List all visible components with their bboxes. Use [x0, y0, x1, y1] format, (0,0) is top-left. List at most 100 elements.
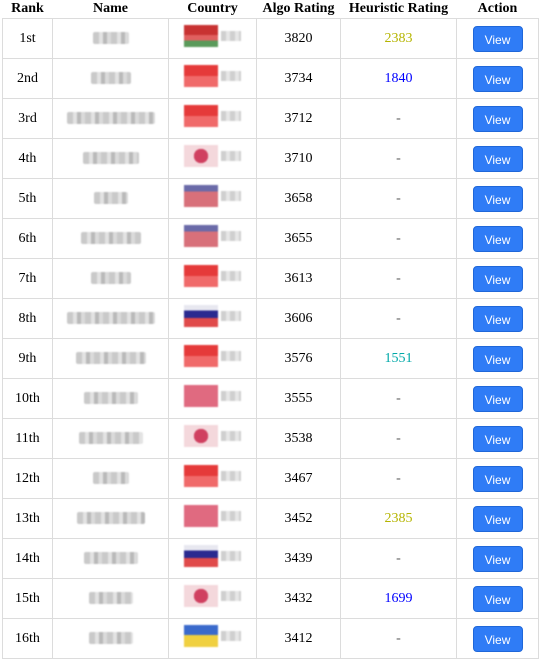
name-cell [52, 178, 169, 219]
view-button[interactable]: View [472, 185, 523, 212]
algo-rating-cell: 3658 [256, 178, 341, 219]
view-button[interactable]: View [472, 625, 523, 652]
view-button[interactable]: View [472, 65, 523, 92]
heuristic-rating-cell: - [340, 378, 457, 419]
blurred-name [90, 72, 131, 85]
flag-icon [184, 185, 218, 207]
action-cell: View [456, 58, 539, 99]
flag-icon [184, 225, 218, 247]
header-action: Action [477, 1, 518, 16]
flag-icon [184, 145, 218, 167]
country-cell [168, 538, 257, 579]
country-cell [168, 458, 257, 499]
view-button[interactable]: View [472, 585, 523, 612]
heuristic-rating-cell: 2383 [340, 18, 457, 59]
flag-icon [184, 305, 218, 327]
table-row: 3rd 3712- View [2, 98, 539, 139]
action-cell: View [456, 498, 539, 539]
action-cell: View [456, 578, 539, 619]
flag-icon [184, 625, 218, 647]
blurred-name [92, 32, 129, 45]
flag-icon [184, 505, 218, 527]
view-button[interactable]: View [472, 425, 523, 452]
blurred-country-name [221, 311, 241, 321]
view-button[interactable]: View [472, 225, 523, 252]
name-cell [52, 618, 169, 659]
rank-cell: 3rd [2, 98, 53, 139]
country-info [184, 545, 241, 567]
country-cell [168, 58, 257, 99]
flag-icon [184, 265, 218, 287]
table-row: 15th 3432 1699 View [2, 578, 539, 619]
blurred-name [88, 592, 133, 605]
rank-cell: 12th [2, 458, 53, 499]
heuristic-rating-cell: - [340, 138, 457, 179]
table-row: 2nd 3734 1840 View [2, 58, 539, 99]
view-button[interactable]: View [472, 465, 523, 492]
name-cell [52, 538, 169, 579]
country-info [184, 105, 241, 127]
table-row: 1st 3820 2383 View [2, 18, 539, 59]
view-button[interactable]: View [472, 505, 523, 532]
heuristic-rating-cell: - [340, 298, 457, 339]
rank-cell: 5th [2, 178, 53, 219]
country-cell [168, 178, 257, 219]
algo-rating-cell: 3710 [256, 138, 341, 179]
view-button[interactable]: View [472, 265, 523, 292]
algo-rating-cell: 3538 [256, 418, 341, 459]
blurred-country-name [221, 551, 241, 561]
algo-rating-cell: 3412 [256, 618, 341, 659]
flag-icon [184, 425, 218, 447]
header-algo-rating: Algo Rating [262, 1, 335, 16]
action-cell: View [456, 98, 539, 139]
blurred-name [78, 432, 143, 445]
rank-cell: 10th [2, 378, 53, 419]
blurred-country-name [221, 351, 241, 361]
view-button[interactable]: View [472, 105, 523, 132]
name-cell [52, 18, 169, 59]
blurred-name [90, 272, 131, 285]
country-cell [168, 218, 257, 259]
view-button[interactable]: View [472, 345, 523, 372]
blurred-country-name [221, 231, 241, 241]
view-button[interactable]: View [472, 305, 523, 332]
view-button[interactable]: View [472, 145, 523, 172]
header-country: Country [187, 1, 238, 16]
rank-cell: 14th [2, 538, 53, 579]
blurred-name [82, 152, 139, 165]
rank-cell: 4th [2, 138, 53, 179]
blurred-country-name [221, 631, 241, 641]
blurred-country-name [221, 191, 241, 201]
name-cell [52, 458, 169, 499]
view-button[interactable]: View [472, 385, 523, 412]
action-cell: View [456, 138, 539, 179]
name-cell [52, 578, 169, 619]
name-cell [52, 338, 169, 379]
table-row: 9th 3576 1551 View [2, 338, 539, 379]
country-info [184, 585, 241, 607]
action-cell: View [456, 298, 539, 339]
heuristic-rating-cell: - [340, 258, 457, 299]
name-cell [52, 498, 169, 539]
algo-rating-cell: 3576 [256, 338, 341, 379]
blurred-country-name [221, 391, 241, 401]
rank-cell: 11th [2, 418, 53, 459]
action-cell: View [456, 378, 539, 419]
country-info [184, 65, 241, 87]
country-info [184, 265, 241, 287]
view-button[interactable]: View [472, 545, 523, 572]
algo-rating-cell: 3555 [256, 378, 341, 419]
blurred-country-name [221, 111, 241, 121]
blurred-country-name [221, 591, 241, 601]
action-cell: View [456, 18, 539, 59]
action-cell: View [456, 458, 539, 499]
heuristic-rating-cell: 1551 [340, 338, 457, 379]
view-button[interactable]: View [472, 25, 523, 52]
heuristic-rating-cell: - [340, 218, 457, 259]
country-cell [168, 618, 257, 659]
name-cell [52, 138, 169, 179]
heuristic-rating-cell: - [340, 418, 457, 459]
flag-icon [184, 465, 218, 487]
heuristic-rating-cell: - [340, 458, 457, 499]
flag-icon [184, 345, 218, 367]
